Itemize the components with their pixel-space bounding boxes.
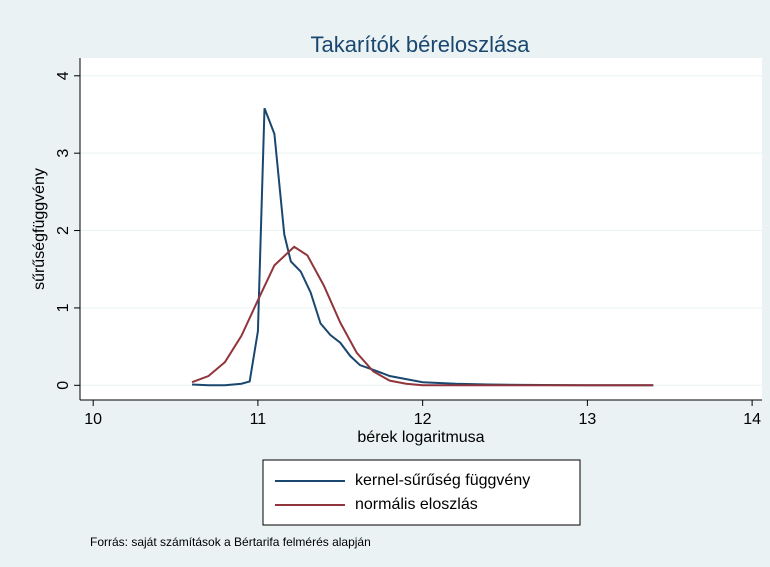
x-tick-label: 14 (743, 411, 761, 428)
x-tick-label: 11 (250, 411, 267, 428)
series-line (191, 107, 654, 387)
x-tick-label: 13 (578, 411, 596, 428)
y-tick-label: 4 (55, 71, 72, 80)
x-tick-label: 12 (414, 411, 432, 428)
y-tick-label: 1 (55, 303, 72, 312)
legend-label: normális eloszlás (355, 496, 478, 513)
x-axis-title: bérek logaritmusa (357, 429, 484, 446)
chart-title: Takarítók béreloszlása (311, 32, 531, 57)
y-tick-label: 3 (55, 149, 72, 158)
x-tick-label: 10 (84, 411, 102, 428)
y-axis-title: sűrűségfüggvény (31, 168, 48, 290)
y-tick-label: 2 (55, 226, 72, 235)
legend-label: kernel-sűrűség függvény (355, 472, 530, 489)
y-tick-label: 0 (55, 381, 72, 390)
legend (262, 459, 581, 526)
plot-area (80, 58, 762, 400)
series-line (191, 245, 654, 387)
source-note: Forrás: saját számítások a Bértarifa fel… (90, 535, 371, 549)
